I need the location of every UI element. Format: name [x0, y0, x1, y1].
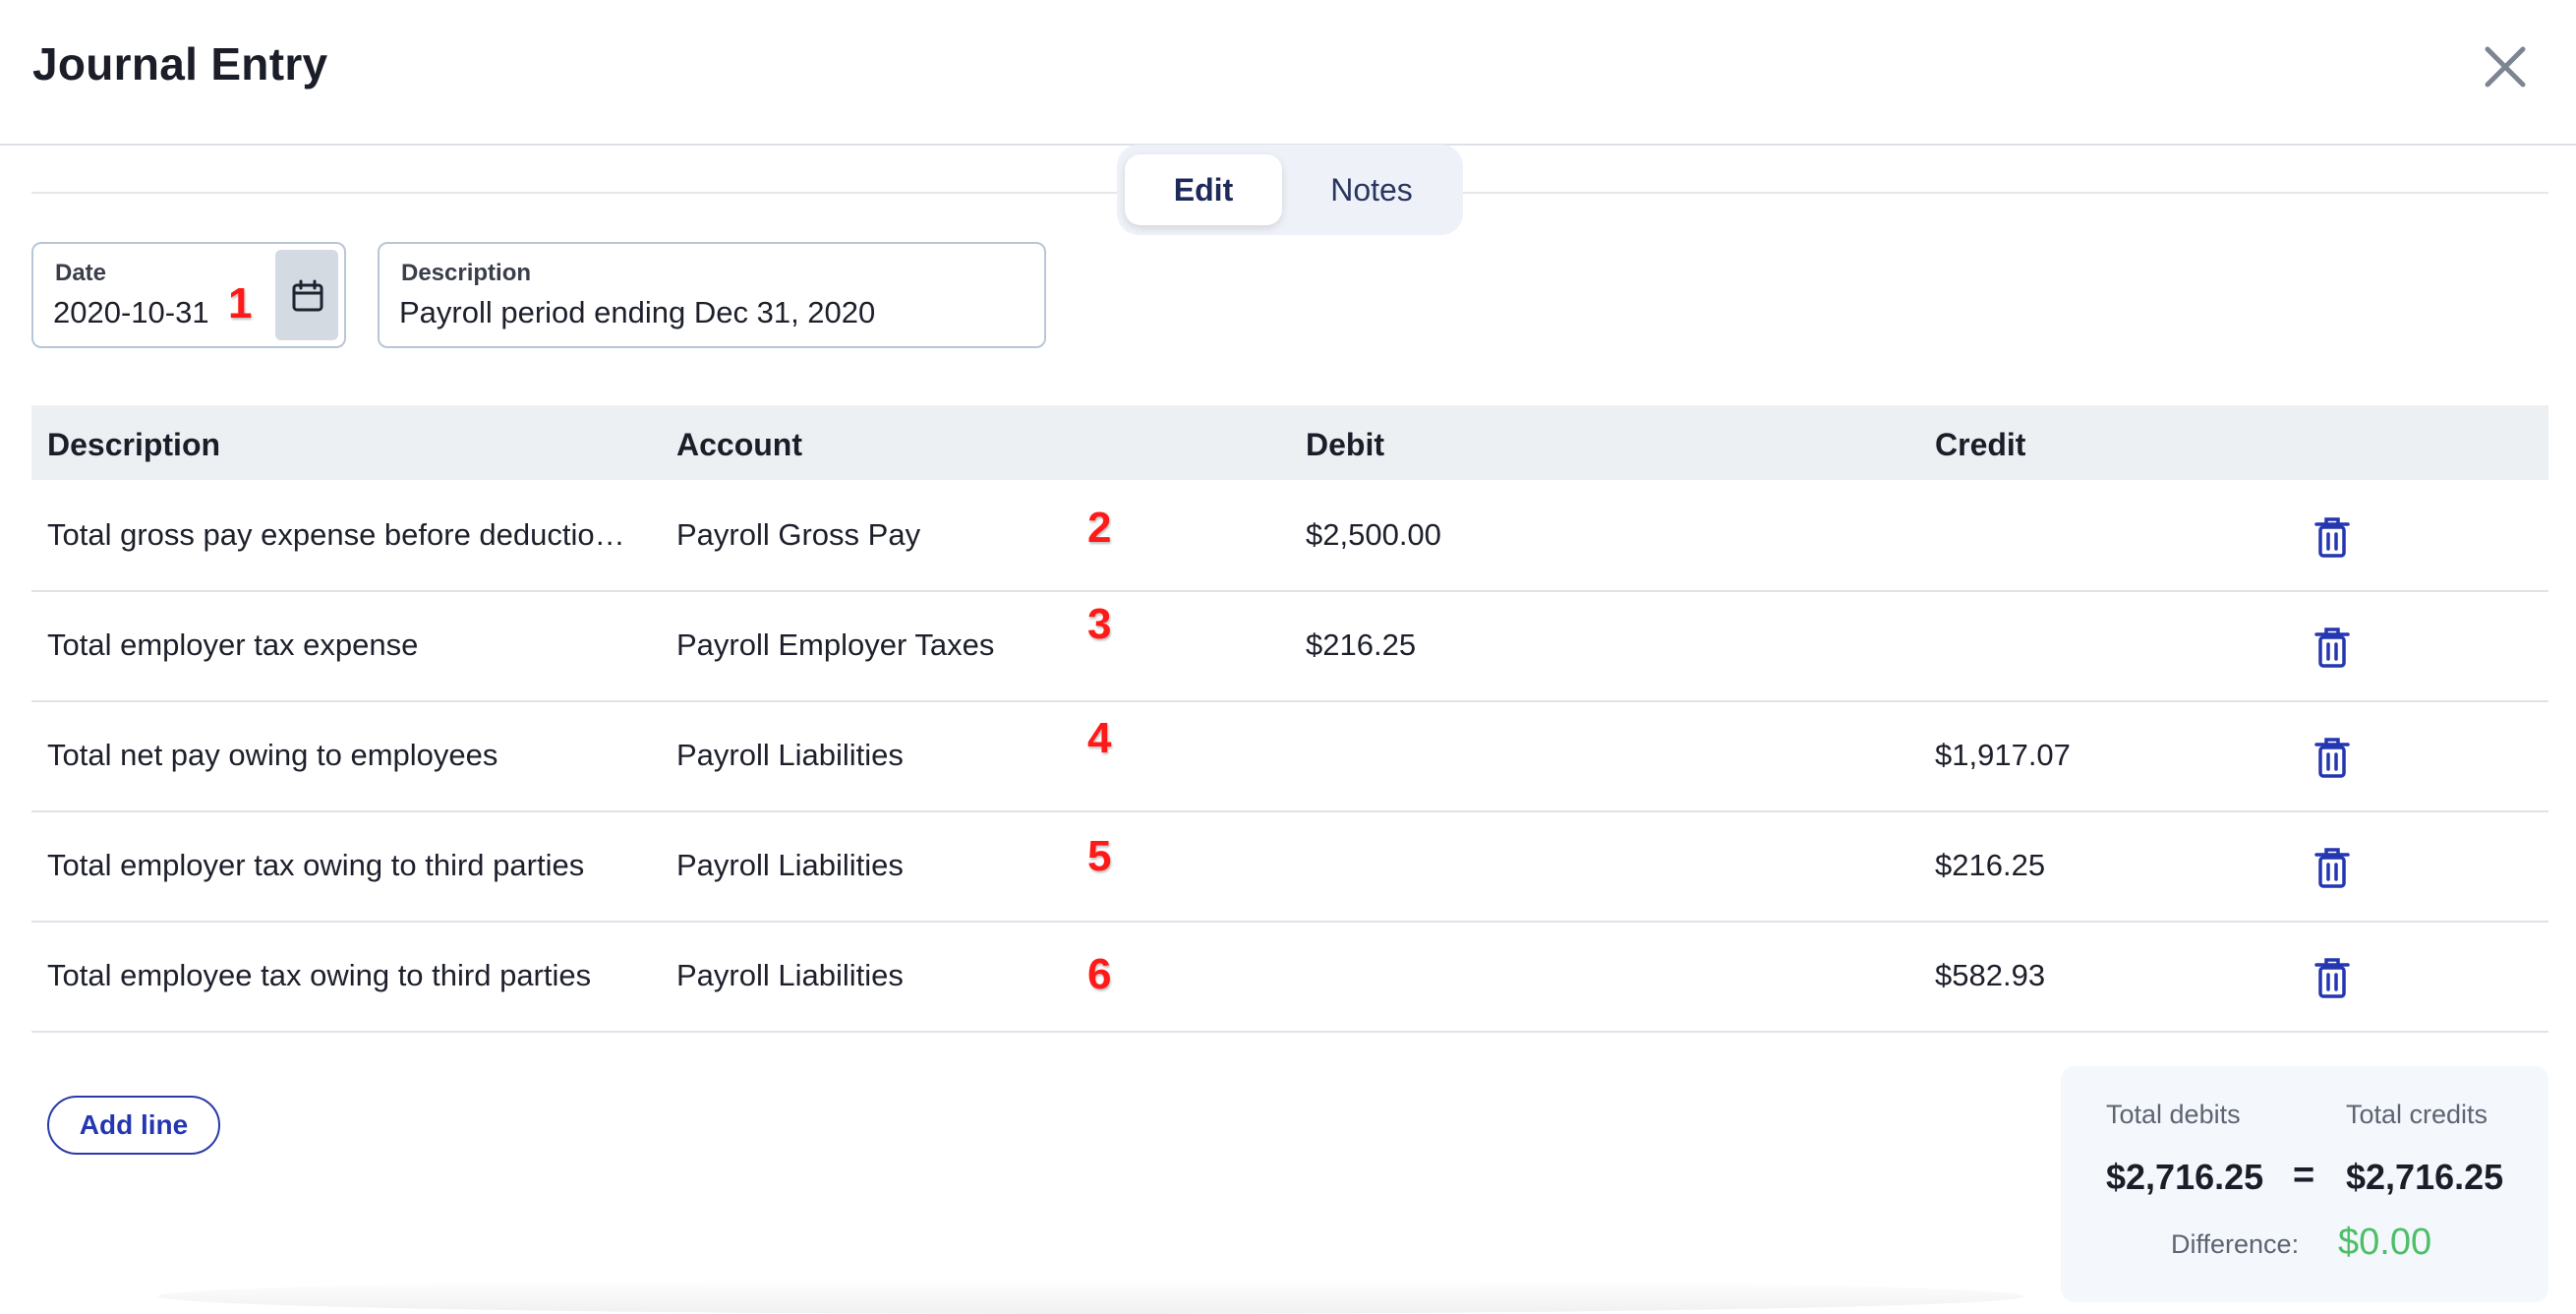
column-header-credit: Credit: [1935, 427, 2026, 462]
row-account[interactable]: Payroll Employer Taxes: [676, 627, 995, 662]
row-description[interactable]: Total gross pay expense before deductio…: [47, 517, 625, 552]
date-input[interactable]: [53, 295, 230, 330]
tab-switcher: Edit Notes: [1117, 145, 1463, 235]
delete-row-button[interactable]: [2313, 515, 2352, 559]
row-account[interactable]: Payroll Gross Pay: [676, 517, 921, 552]
row-credit[interactable]: $582.93: [1935, 958, 2046, 992]
row-account[interactable]: Payroll Liabilities: [676, 958, 904, 992]
add-line-button[interactable]: Add line: [47, 1096, 220, 1155]
calendar-icon: [292, 279, 323, 312]
row-account[interactable]: Payroll Liabilities: [676, 848, 904, 882]
tab-notes[interactable]: Notes: [1330, 172, 1413, 208]
row-credit[interactable]: $1,917.07: [1935, 738, 2071, 772]
trash-icon: [2314, 517, 2350, 558]
annotation-marker: 5: [1087, 832, 1112, 880]
delete-row-button[interactable]: [2313, 736, 2352, 779]
date-label: Date: [55, 260, 107, 286]
description-field: Description: [378, 242, 1046, 348]
row-credit[interactable]: $216.25: [1935, 848, 2046, 882]
close-icon: [2485, 46, 2526, 88]
row-account[interactable]: Payroll Liabilities: [676, 738, 904, 772]
trash-icon: [2314, 738, 2350, 778]
total-debits-label: Total debits: [2106, 1100, 2241, 1129]
date-field: Date: [31, 242, 346, 348]
table-row: Total employer tax expense Payroll Emplo…: [31, 592, 2548, 702]
annotation-marker: 6: [1087, 950, 1112, 998]
row-debit[interactable]: $2,500.00: [1306, 517, 1441, 552]
bottom-shadow: [157, 1279, 2025, 1314]
annotation-marker: 2: [1087, 504, 1112, 552]
delete-row-button[interactable]: [2313, 846, 2352, 889]
table-row: Total net pay owing to employees Payroll…: [31, 702, 2548, 812]
description-input[interactable]: [399, 295, 989, 330]
annotation-marker: 1: [228, 279, 253, 328]
row-description[interactable]: Total employee tax owing to third partie…: [47, 958, 592, 992]
equals-sign: =: [2293, 1155, 2315, 1196]
total-debits-value: $2,716.25: [2106, 1157, 2264, 1197]
difference-value: $0.00: [2338, 1222, 2432, 1263]
table-row: Total employee tax owing to third partie…: [31, 923, 2548, 1033]
row-description[interactable]: Total employer tax owing to third partie…: [47, 848, 585, 882]
modal-header: Journal Entry: [0, 0, 2576, 146]
column-header-description: Description: [47, 427, 221, 462]
table-header: Description Account Debit Credit: [31, 405, 2548, 480]
row-description[interactable]: Total net pay owing to employees: [47, 738, 498, 772]
row-debit[interactable]: $216.25: [1306, 627, 1417, 662]
annotation-marker: 3: [1087, 600, 1112, 648]
description-label: Description: [401, 260, 532, 286]
total-credits-label: Total credits: [2346, 1100, 2488, 1129]
delete-row-button[interactable]: [2313, 956, 2352, 999]
table-row: Total gross pay expense before deductio……: [31, 482, 2548, 592]
difference-label: Difference:: [2171, 1229, 2300, 1259]
column-header-debit: Debit: [1306, 427, 1384, 462]
page-title: Journal Entry: [32, 38, 328, 90]
tab-edit[interactable]: Edit: [1125, 154, 1282, 225]
row-description[interactable]: Total employer tax expense: [47, 627, 419, 662]
column-header-account: Account: [676, 427, 802, 462]
close-button[interactable]: [2478, 39, 2533, 94]
total-credits-value: $2,716.25: [2346, 1157, 2504, 1197]
table-row: Total employer tax owing to third partie…: [31, 812, 2548, 923]
calendar-button[interactable]: [275, 250, 338, 340]
trash-icon: [2314, 958, 2350, 998]
trash-icon: [2314, 627, 2350, 668]
totals-summary: Total debits Total credits $2,716.25 = $…: [2061, 1066, 2548, 1302]
trash-icon: [2314, 848, 2350, 888]
delete-row-button[interactable]: [2313, 626, 2352, 669]
annotation-marker: 4: [1087, 714, 1112, 762]
